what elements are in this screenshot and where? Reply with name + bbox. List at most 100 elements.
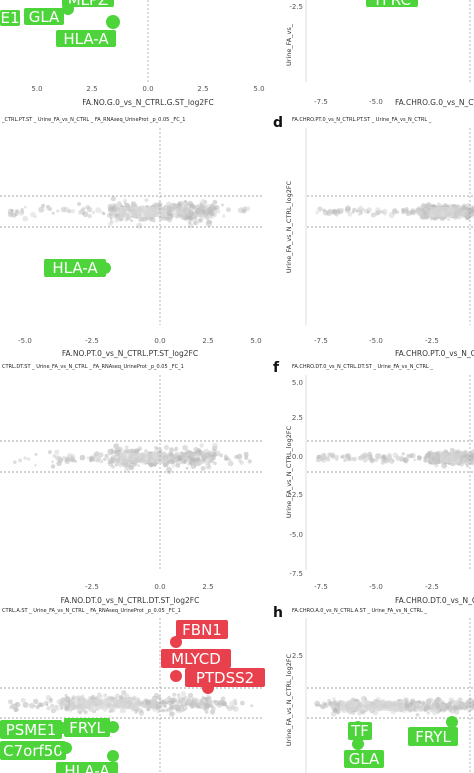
background-point: [141, 216, 147, 222]
background-point: [189, 461, 192, 465]
background-point: [179, 704, 185, 709]
background-point: [22, 701, 29, 708]
background-point: [166, 201, 171, 207]
background-point: [176, 455, 182, 460]
panel-b: -2.5 Urine_FA_vs_ TFRC -7.5 -5.0 FA.CHRO…: [285, 0, 474, 107]
background-point: [351, 210, 355, 214]
title-e: CTRL.DT.ST _ Urine_FA_vs_N_CTRL _ FA_RNA…: [2, 364, 184, 370]
background-point: [404, 209, 409, 214]
background-point: [182, 445, 188, 451]
core-band: [120, 453, 168, 463]
background-point: [177, 205, 183, 210]
background-point: [183, 212, 187, 216]
background-point: [166, 216, 172, 222]
background-point: [471, 706, 474, 711]
core-band: [430, 207, 455, 217]
point-hla-a-g: [107, 750, 119, 762]
background-point: [189, 203, 195, 209]
background-point: [391, 209, 397, 215]
background-point: [154, 700, 160, 706]
background-point: [331, 209, 338, 215]
background-point: [194, 210, 199, 214]
background-point: [347, 211, 353, 217]
background-point: [110, 220, 114, 224]
background-point: [207, 698, 213, 705]
ytick-f-2: 2.5: [292, 414, 303, 422]
background-point: [37, 702, 42, 707]
background-point: [406, 453, 411, 458]
background-point: [136, 222, 143, 229]
xtick-a-2: 2.5: [86, 85, 97, 93]
background-point: [421, 700, 426, 705]
background-point: [434, 463, 439, 468]
background-point: [322, 209, 329, 216]
background-point: [332, 701, 336, 705]
core-band: [340, 701, 405, 711]
background-point: [91, 210, 95, 214]
label-gla: GLA: [29, 8, 60, 26]
background-point: [332, 697, 336, 701]
background-point: [182, 456, 186, 460]
background-point: [190, 456, 196, 462]
label-fryl-h: FRYL: [415, 728, 451, 746]
background-point: [152, 218, 157, 223]
background-point: [345, 453, 352, 460]
background-point: [20, 207, 24, 212]
background-point: [161, 708, 166, 713]
background-point: [409, 453, 414, 459]
background-point: [102, 212, 106, 216]
background-point: [123, 449, 128, 454]
background-point: [41, 203, 46, 208]
background-point: [70, 208, 76, 214]
background-point: [426, 702, 431, 708]
background-point: [60, 206, 67, 213]
label-box-c7orf50: [0, 741, 66, 760]
background-point: [82, 708, 86, 712]
point-cloud-e: [12, 442, 252, 475]
background-point: [401, 208, 405, 212]
background-point: [326, 457, 331, 462]
background-point: [185, 216, 190, 220]
background-point: [399, 455, 404, 461]
background-point: [197, 211, 202, 215]
background-point: [204, 710, 209, 714]
background-point: [209, 704, 213, 708]
background-point: [232, 706, 239, 712]
background-point: [209, 450, 214, 455]
background-point: [111, 465, 115, 469]
background-point: [327, 452, 332, 458]
background-point: [234, 454, 239, 460]
background-point: [315, 210, 319, 215]
background-point: [418, 706, 425, 712]
background-point: [432, 710, 438, 716]
core-band: [440, 453, 460, 463]
background-point: [220, 696, 226, 702]
panel-letter-f: f: [273, 360, 280, 376]
background-point: [82, 206, 86, 210]
background-point: [186, 209, 192, 215]
background-point: [172, 692, 177, 697]
xtick-c-2: -2.5: [85, 337, 99, 345]
label-box-fryl-h: [408, 727, 458, 746]
background-point: [168, 447, 174, 453]
ylabel-d: Urine_FA_vs_N_CTRL_log2FC: [285, 180, 293, 273]
background-point: [423, 458, 428, 463]
background-point: [124, 445, 129, 450]
background-point: [409, 209, 416, 216]
label-e1: E1: [0, 9, 19, 27]
background-point: [436, 458, 442, 465]
ytick-f-1: 5.0: [292, 379, 303, 387]
background-point: [174, 446, 179, 451]
background-point: [415, 713, 420, 717]
background-point: [73, 459, 78, 463]
xlabel-e: FA.NO.DT.0_vs_N_CTRL.DT.ST_log2FC: [61, 596, 200, 605]
background-point: [109, 216, 113, 220]
background-point: [465, 455, 470, 461]
background-point: [202, 457, 206, 461]
panel-f: f FA.CHRO.DT.0_vs_N_CTRL.DT.ST _ Urine_F…: [273, 360, 474, 605]
background-point: [328, 701, 333, 706]
background-point: [215, 209, 221, 214]
background-point: [465, 203, 472, 209]
background-point: [444, 449, 448, 454]
background-point: [174, 704, 180, 710]
